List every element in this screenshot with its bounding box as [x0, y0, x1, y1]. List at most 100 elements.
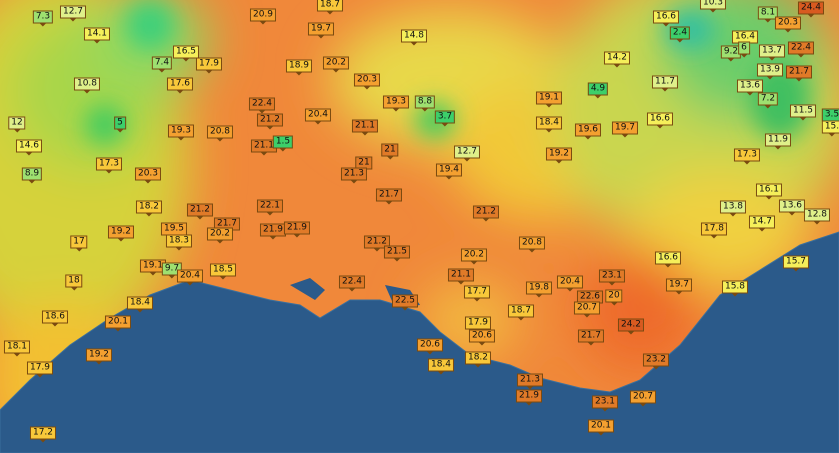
- temperature-label: 22.4: [338, 275, 366, 292]
- temperature-label: 16.6: [654, 251, 682, 268]
- temperature-label: 7.4: [151, 56, 173, 73]
- temperature-label: 12.8: [803, 208, 831, 225]
- temperature-label: 19.6: [574, 123, 602, 140]
- temperature-label: 21.5: [383, 245, 411, 262]
- temperature-label: 20: [605, 289, 623, 306]
- temperature-label: 19.3: [382, 95, 410, 112]
- temperature-label: 18.1: [3, 340, 31, 357]
- temperature-label: 21.3: [340, 167, 368, 184]
- temperature-label: 18.5: [209, 263, 237, 280]
- temperature-label: 23.2: [642, 353, 670, 370]
- temperature-label: 18.4: [126, 296, 154, 313]
- temperature-label: 18.4: [427, 358, 455, 375]
- temperature-label: 20.2: [322, 56, 350, 73]
- temperature-label: 1.5: [272, 135, 294, 152]
- temperature-label: 15.7: [782, 255, 810, 272]
- temperature-label: 6: [738, 41, 750, 58]
- temperature-label: 19.2: [545, 147, 573, 164]
- temperature-label: 13.6: [736, 79, 764, 96]
- temperature-label: 17.3: [95, 157, 123, 174]
- temperature-label: 16.1: [755, 183, 783, 200]
- temperature-label: 20.3: [774, 16, 802, 33]
- temperature-label: 21.9: [283, 221, 311, 238]
- temperature-label: 22.4: [248, 97, 276, 114]
- temperature-label: 20.6: [416, 338, 444, 355]
- temperature-label: 20.8: [518, 236, 546, 253]
- temperature-label: 19.1: [535, 91, 563, 108]
- temperature-label: 18.6: [41, 310, 69, 327]
- temperature-label: 20.4: [304, 108, 332, 125]
- temperature-label: 22.4: [787, 41, 815, 58]
- temperature-label: 18.4: [535, 116, 563, 133]
- temperature-label: 21.7: [577, 329, 605, 346]
- temperature-label: 21.2: [472, 205, 500, 222]
- temperature-label: 18.7: [507, 304, 535, 321]
- temperature-label: 18.2: [135, 200, 163, 217]
- temperature-label: 21.2: [363, 235, 391, 252]
- temperature-label: 23.1: [598, 269, 626, 286]
- temperature-label: 21.1: [250, 139, 278, 156]
- temperature-label: 19.7: [665, 278, 693, 295]
- temperature-label: 15.: [821, 120, 839, 137]
- temperature-label: 17.8: [700, 222, 728, 239]
- temperature-label: 17.6: [166, 77, 194, 94]
- temperature-label: 21.3: [516, 373, 544, 390]
- temperature-label: 20.2: [460, 248, 488, 265]
- temperature-label: 8.8: [414, 95, 436, 112]
- temperature-label: 19.7: [307, 22, 335, 39]
- temperature-label: 18.9: [285, 59, 313, 76]
- temperature-label: 21.1: [351, 119, 379, 136]
- temperature-label: 12: [8, 116, 26, 133]
- temperature-label: 20.4: [176, 269, 204, 286]
- temperature-label: 19.1: [139, 259, 167, 276]
- temperature-label: 13.6: [778, 199, 806, 216]
- temperature-label: 20.2: [206, 227, 234, 244]
- temperature-label: 20.9: [249, 8, 277, 25]
- temperature-label: 4.9: [587, 82, 609, 99]
- temperature-label: 11.5: [789, 104, 817, 121]
- lagoons: [290, 278, 420, 308]
- temperature-label: 5: [114, 116, 126, 133]
- temperature-label: 21: [381, 143, 399, 160]
- temperature-label: 17.2: [29, 426, 57, 443]
- temperature-label: 16.5: [172, 45, 200, 62]
- temperature-label: 15.8: [721, 280, 749, 297]
- temperature-label: 19.4: [435, 163, 463, 180]
- temperature-label: 21.2: [256, 113, 284, 130]
- temperature-label: 18.7: [316, 0, 344, 15]
- temperature-label: 8.1: [757, 6, 779, 23]
- temperature-label: 20.7: [629, 390, 657, 407]
- temperature-label: 11.9: [764, 133, 792, 150]
- temperature-label: 19.2: [85, 348, 113, 365]
- temperature-label: 17.7: [463, 285, 491, 302]
- temperature-label: 21.7: [375, 188, 403, 205]
- temperature-label: 17.9: [26, 361, 54, 378]
- temperature-label: 19.3: [167, 124, 195, 141]
- temperature-label: 20.3: [353, 73, 381, 90]
- temperature-label: 21.1: [447, 268, 475, 285]
- temperature-label: 16.6: [652, 10, 680, 27]
- temperature-label: 3.7: [434, 110, 456, 127]
- temperature-label: 14.1: [83, 27, 111, 44]
- green-patches: [85, 0, 810, 145]
- temperature-label: 21.9: [259, 223, 287, 240]
- temperature-label: 14.6: [15, 139, 43, 156]
- temperature-label: 20.7: [573, 301, 601, 318]
- temperature-label: 23.1: [591, 395, 619, 412]
- temperature-label: 17.3: [733, 148, 761, 165]
- temperature-label: 22.5: [391, 294, 419, 311]
- temperature-label: 20.3: [134, 167, 162, 184]
- temperature-label: 7.3: [32, 10, 54, 27]
- temperature-label: 20.4: [556, 275, 584, 292]
- temperature-label: 21.2: [186, 203, 214, 220]
- temperature-label: 20.6: [468, 329, 496, 346]
- temperature-label: 13.8: [719, 200, 747, 217]
- temperature-label: 20.1: [587, 419, 615, 436]
- temperature-label: 7.2: [757, 92, 779, 109]
- temperature-label: 10.3: [699, 0, 727, 13]
- temperature-label: 18: [65, 274, 83, 291]
- temperature-label: 20.8: [206, 125, 234, 142]
- temperature-label: 13.9: [756, 63, 784, 80]
- temperature-label: 14.2: [603, 51, 631, 68]
